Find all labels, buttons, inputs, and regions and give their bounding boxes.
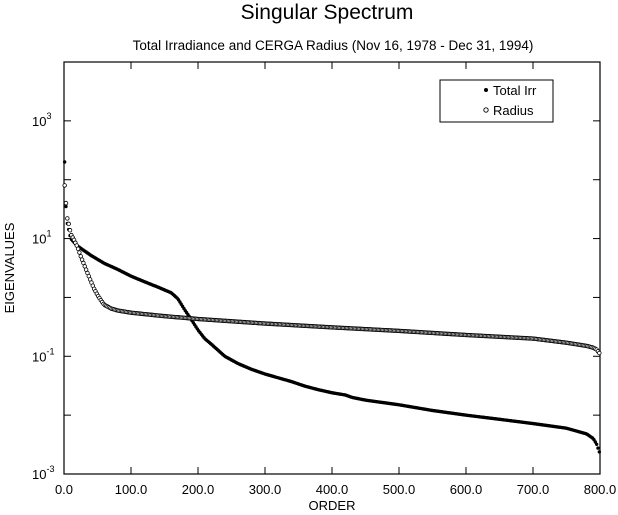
data-point: [66, 221, 71, 227]
x-tick-label: 200.0: [182, 482, 215, 497]
data-point: [596, 446, 600, 450]
data-point: [597, 350, 602, 356]
y-tick-label: 101: [32, 229, 51, 247]
legend: Total Irr Radius: [439, 79, 554, 123]
data-series: [62, 160, 602, 454]
y-axis-label: EIGENVALUES: [2, 222, 17, 313]
x-tick-label: 100.0: [115, 482, 148, 497]
legend-label-total-irr: Total Irr: [493, 83, 537, 98]
legend-marker-radius: [483, 107, 489, 113]
data-point: [67, 228, 73, 233]
y-tick-label: 10-3: [32, 464, 54, 482]
x-tick-label: 800.0: [584, 482, 617, 497]
x-tick-label: 500.0: [383, 482, 416, 497]
data-point: [63, 200, 69, 206]
series-radius: [62, 183, 602, 356]
data-point: [65, 216, 70, 221]
data-point: [77, 250, 82, 255]
data-point: [62, 160, 67, 164]
data-point: [64, 204, 68, 209]
legend-marker-total-irr: [484, 88, 488, 92]
data-point: [62, 183, 67, 188]
x-axis-label: ORDER: [309, 498, 356, 513]
legend-label-radius: Radius: [493, 103, 534, 118]
chart-subtitle: Total Irradiance and CERGA Radius (Nov 1…: [133, 38, 534, 53]
data-point: [594, 442, 599, 446]
y-axis-ticks: 10-3 10-1 101 103: [32, 61, 600, 482]
data-point: [75, 246, 81, 252]
chart-title: Singular Spectrum: [241, 1, 414, 24]
x-tick-label: 0.0: [55, 482, 73, 497]
legend-box: [439, 79, 554, 123]
x-tick-label: 700.0: [517, 482, 550, 497]
series-total-irr: [62, 160, 602, 454]
plot-frame: [63, 61, 601, 475]
y-tick-label: 103: [32, 111, 51, 129]
x-tick-label: 600.0: [450, 482, 483, 497]
x-tick-label: 300.0: [249, 482, 282, 497]
data-point: [597, 450, 602, 454]
y-tick-label: 10-1: [32, 346, 54, 364]
x-axis-ticks: 0.0 100.0 200.0 300.0 400.0 500.0 600.0 700.0 80…: [55, 62, 616, 497]
x-tick-label: 400.0: [316, 482, 349, 497]
